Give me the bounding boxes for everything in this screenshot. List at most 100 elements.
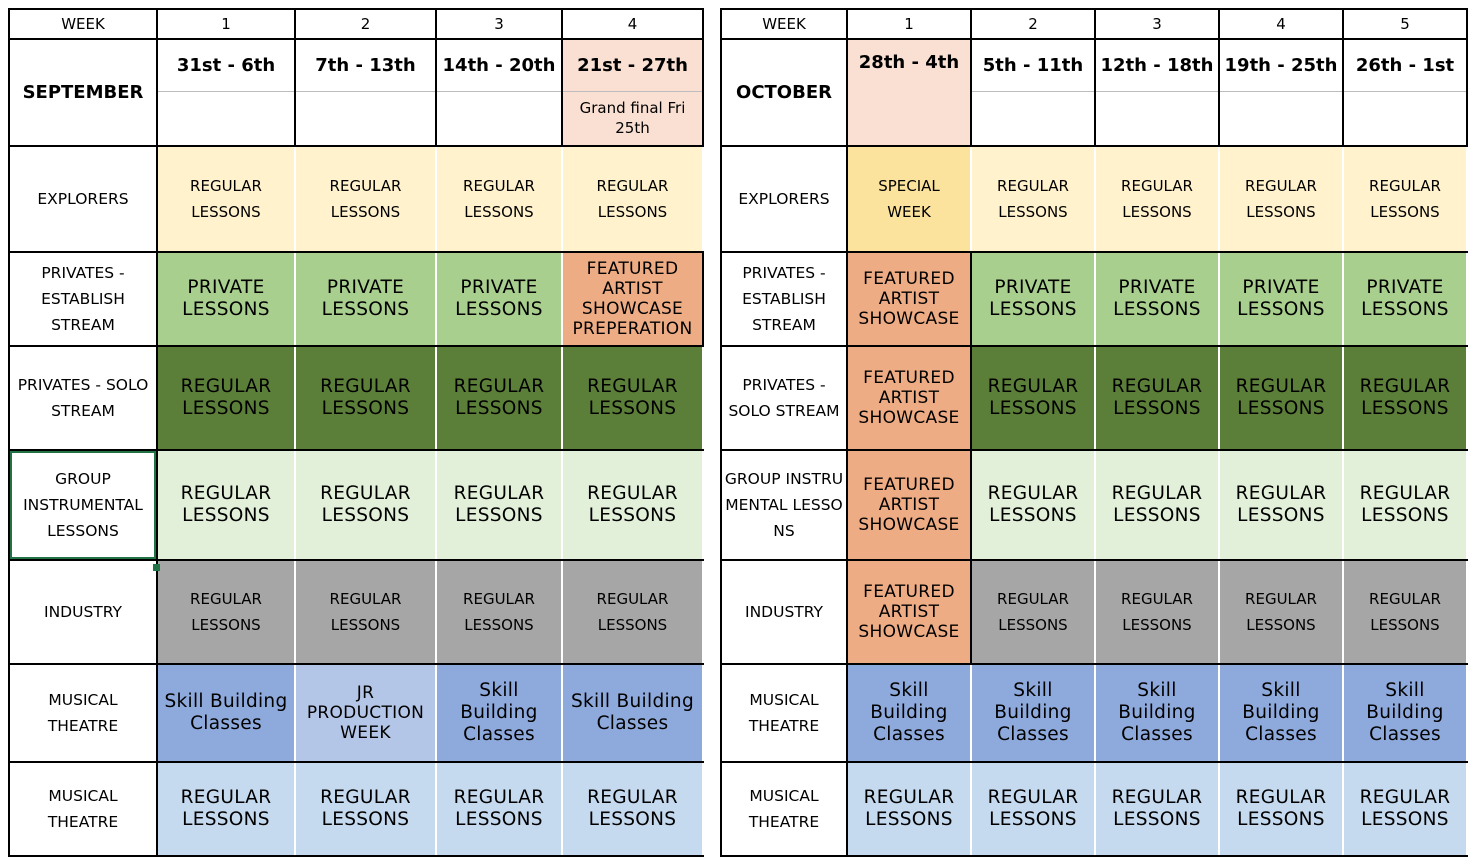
week-number-cell[interactable]: 1: [156, 8, 296, 40]
date-range-cell-highlighted[interactable]: 28th - 4th: [846, 38, 972, 147]
week-number-cell[interactable]: 3: [1094, 8, 1220, 40]
schedule-cell[interactable]: REGULAR LESSONS: [295, 761, 436, 857]
row-label-privates-establish[interactable]: PRIVATES - ESTABLISH STREAM: [720, 251, 848, 347]
schedule-cell[interactable]: REGULAR LESSONS: [1095, 145, 1219, 253]
row-label-explorers[interactable]: EXPLORERS: [720, 145, 848, 253]
schedule-cell[interactable]: REGULAR LESSONS: [1095, 345, 1219, 451]
schedule-cell[interactable]: Skill Building Classes: [1095, 663, 1219, 763]
week-number-cell[interactable]: 4: [1218, 8, 1344, 40]
schedule-cell[interactable]: REGULAR LESSONS: [295, 345, 436, 451]
row-label-musical-theatre[interactable]: MUSICAL THEATRE: [8, 663, 158, 763]
schedule-cell[interactable]: PRIVATE LESSONS: [971, 251, 1095, 347]
row-label-industry[interactable]: INDUSTRY: [8, 559, 158, 665]
row-label-industry[interactable]: INDUSTRY: [720, 559, 848, 665]
note-cell[interactable]: [970, 90, 1096, 147]
schedule-cell[interactable]: REGULAR LESSONS: [436, 345, 562, 451]
week-number-cell[interactable]: 1: [846, 8, 972, 40]
schedule-cell[interactable]: REGULAR LESSONS: [562, 145, 703, 253]
schedule-cell[interactable]: REGULAR LESSONS: [436, 559, 562, 665]
schedule-cell[interactable]: REGULAR LESSONS: [157, 449, 295, 561]
schedule-cell[interactable]: REGULAR LESSONS: [157, 761, 295, 857]
week-number-cell[interactable]: 2: [294, 8, 437, 40]
schedule-cell[interactable]: REGULAR LESSONS: [1343, 145, 1467, 253]
row-label-privates-solo[interactable]: PRIVATES - SOLO STREAM: [8, 345, 158, 451]
schedule-cell[interactable]: PRIVATE LESSONS: [1095, 251, 1219, 347]
week-number-cell[interactable]: 3: [435, 8, 563, 40]
schedule-cell[interactable]: PRIVATE LESSONS: [1219, 251, 1343, 347]
note-cell[interactable]: [435, 90, 563, 147]
schedule-cell[interactable]: PRIVATE LESSONS: [1343, 251, 1467, 347]
row-label-privates-establish[interactable]: PRIVATES - ESTABLISH STREAM: [8, 251, 158, 347]
date-range-cell[interactable]: 5th - 11th: [970, 38, 1096, 92]
row-label-group-instrumental[interactable]: GROUP INSTRUMENTAL LESSONS: [8, 449, 158, 561]
schedule-cell[interactable]: REGULAR LESSONS: [1219, 761, 1343, 857]
note-cell[interactable]: [1094, 90, 1220, 147]
schedule-cell[interactable]: PRIVATE LESSONS: [436, 251, 562, 347]
week-number-cell[interactable]: 5: [1342, 8, 1468, 40]
schedule-cell[interactable]: REGULAR LESSONS: [1219, 145, 1343, 253]
schedule-cell[interactable]: REGULAR LESSONS: [1095, 761, 1219, 857]
date-range-cell[interactable]: 7th - 13th: [294, 38, 437, 92]
row-label-group-instrumental[interactable]: GROUP INSTRUMENTAL LESSONS: [720, 449, 848, 561]
schedule-cell[interactable]: REGULAR LESSONS: [847, 761, 971, 857]
schedule-cell[interactable]: Skill Building Classes: [1343, 663, 1467, 763]
date-range-cell[interactable]: 26th - 1st: [1342, 38, 1468, 92]
note-cell[interactable]: [1218, 90, 1344, 147]
schedule-cell[interactable]: REGULAR LESSONS: [971, 761, 1095, 857]
schedule-cell[interactable]: REGULAR LESSONS: [1343, 559, 1467, 665]
schedule-cell[interactable]: REGULAR LESSONS: [562, 345, 703, 451]
schedule-cell[interactable]: REGULAR LESSONS: [971, 145, 1095, 253]
schedule-cell[interactable]: REGULAR LESSONS: [295, 559, 436, 665]
date-range-cell[interactable]: 19th - 25th: [1218, 38, 1344, 92]
schedule-cell[interactable]: REGULAR LESSONS: [971, 559, 1095, 665]
month-cell[interactable]: OCTOBER: [720, 38, 848, 147]
schedule-cell[interactable]: REGULAR LESSONS: [562, 449, 703, 561]
week-number-cell[interactable]: 2: [970, 8, 1096, 40]
selection-fill-handle[interactable]: [153, 564, 160, 571]
note-cell[interactable]: [294, 90, 437, 147]
schedule-cell[interactable]: REGULAR LESSONS: [1095, 449, 1219, 561]
schedule-cell[interactable]: REGULAR LESSONS: [562, 559, 703, 665]
schedule-cell[interactable]: REGULAR LESSONS: [157, 145, 295, 253]
week-label-cell[interactable]: WEEK: [8, 8, 158, 40]
schedule-cell[interactable]: REGULAR LESSONS: [1219, 449, 1343, 561]
grand-final-note-cell[interactable]: Grand final Fri 25th: [561, 90, 704, 147]
featured-artist-showcase-cell[interactable]: FEATURED ARTIST SHOWCASE: [846, 449, 972, 561]
jr-production-week-cell[interactable]: JR PRODUCTION WEEK: [295, 663, 436, 763]
date-range-cell[interactable]: 31st - 6th: [156, 38, 296, 92]
schedule-cell[interactable]: REGULAR LESSONS: [1219, 559, 1343, 665]
schedule-cell[interactable]: REGULAR LESSONS: [1343, 345, 1467, 451]
schedule-cell[interactable]: Skill Building Classes: [847, 663, 971, 763]
date-range-cell[interactable]: 14th - 20th: [435, 38, 563, 92]
schedule-cell[interactable]: REGULAR LESSONS: [157, 559, 295, 665]
date-range-cell-highlighted[interactable]: 21st - 27th: [561, 38, 704, 92]
schedule-cell[interactable]: REGULAR LESSONS: [971, 345, 1095, 451]
note-cell[interactable]: [1342, 90, 1468, 147]
schedule-cell[interactable]: REGULAR LESSONS: [295, 449, 436, 561]
row-label-musical-theatre[interactable]: MUSICAL THEATRE: [720, 663, 848, 763]
schedule-cell[interactable]: REGULAR LESSONS: [436, 449, 562, 561]
schedule-cell[interactable]: REGULAR LESSONS: [971, 449, 1095, 561]
schedule-cell[interactable]: Skill Building Classes: [562, 663, 703, 763]
schedule-cell[interactable]: REGULAR LESSONS: [1095, 559, 1219, 665]
note-cell[interactable]: [156, 90, 296, 147]
row-label-privates-solo[interactable]: PRIVATES - SOLO STREAM: [720, 345, 848, 451]
schedule-cell[interactable]: PRIVATE LESSONS: [157, 251, 295, 347]
week-label-cell[interactable]: WEEK: [720, 8, 848, 40]
schedule-cell[interactable]: REGULAR LESSONS: [562, 761, 703, 857]
special-week-cell[interactable]: SPECIAL WEEK: [847, 145, 971, 253]
schedule-cell[interactable]: REGULAR LESSONS: [1343, 761, 1467, 857]
schedule-cell[interactable]: Skill Building Classes: [1219, 663, 1343, 763]
schedule-cell[interactable]: REGULAR LESSONS: [157, 345, 295, 451]
schedule-cell[interactable]: Skill Building Classes: [971, 663, 1095, 763]
row-label-musical-theatre[interactable]: MUSICAL THEATRE: [8, 761, 158, 857]
date-range-cell[interactable]: 12th - 18th: [1094, 38, 1220, 92]
featured-artist-showcase-cell[interactable]: FEATURED ARTIST SHOWCASE: [846, 559, 972, 665]
row-label-explorers[interactable]: EXPLORERS: [8, 145, 158, 253]
schedule-cell[interactable]: Skill Building Classes: [157, 663, 295, 763]
showcase-preparation-cell[interactable]: FEATURED ARTIST SHOWCASE PREPERATION: [561, 251, 704, 347]
month-cell[interactable]: SEPTEMBER: [8, 38, 158, 147]
schedule-cell[interactable]: REGULAR LESSONS: [1343, 449, 1467, 561]
featured-artist-showcase-cell[interactable]: FEATURED ARTIST SHOWCASE: [846, 345, 972, 451]
schedule-cell[interactable]: REGULAR LESSONS: [436, 145, 562, 253]
